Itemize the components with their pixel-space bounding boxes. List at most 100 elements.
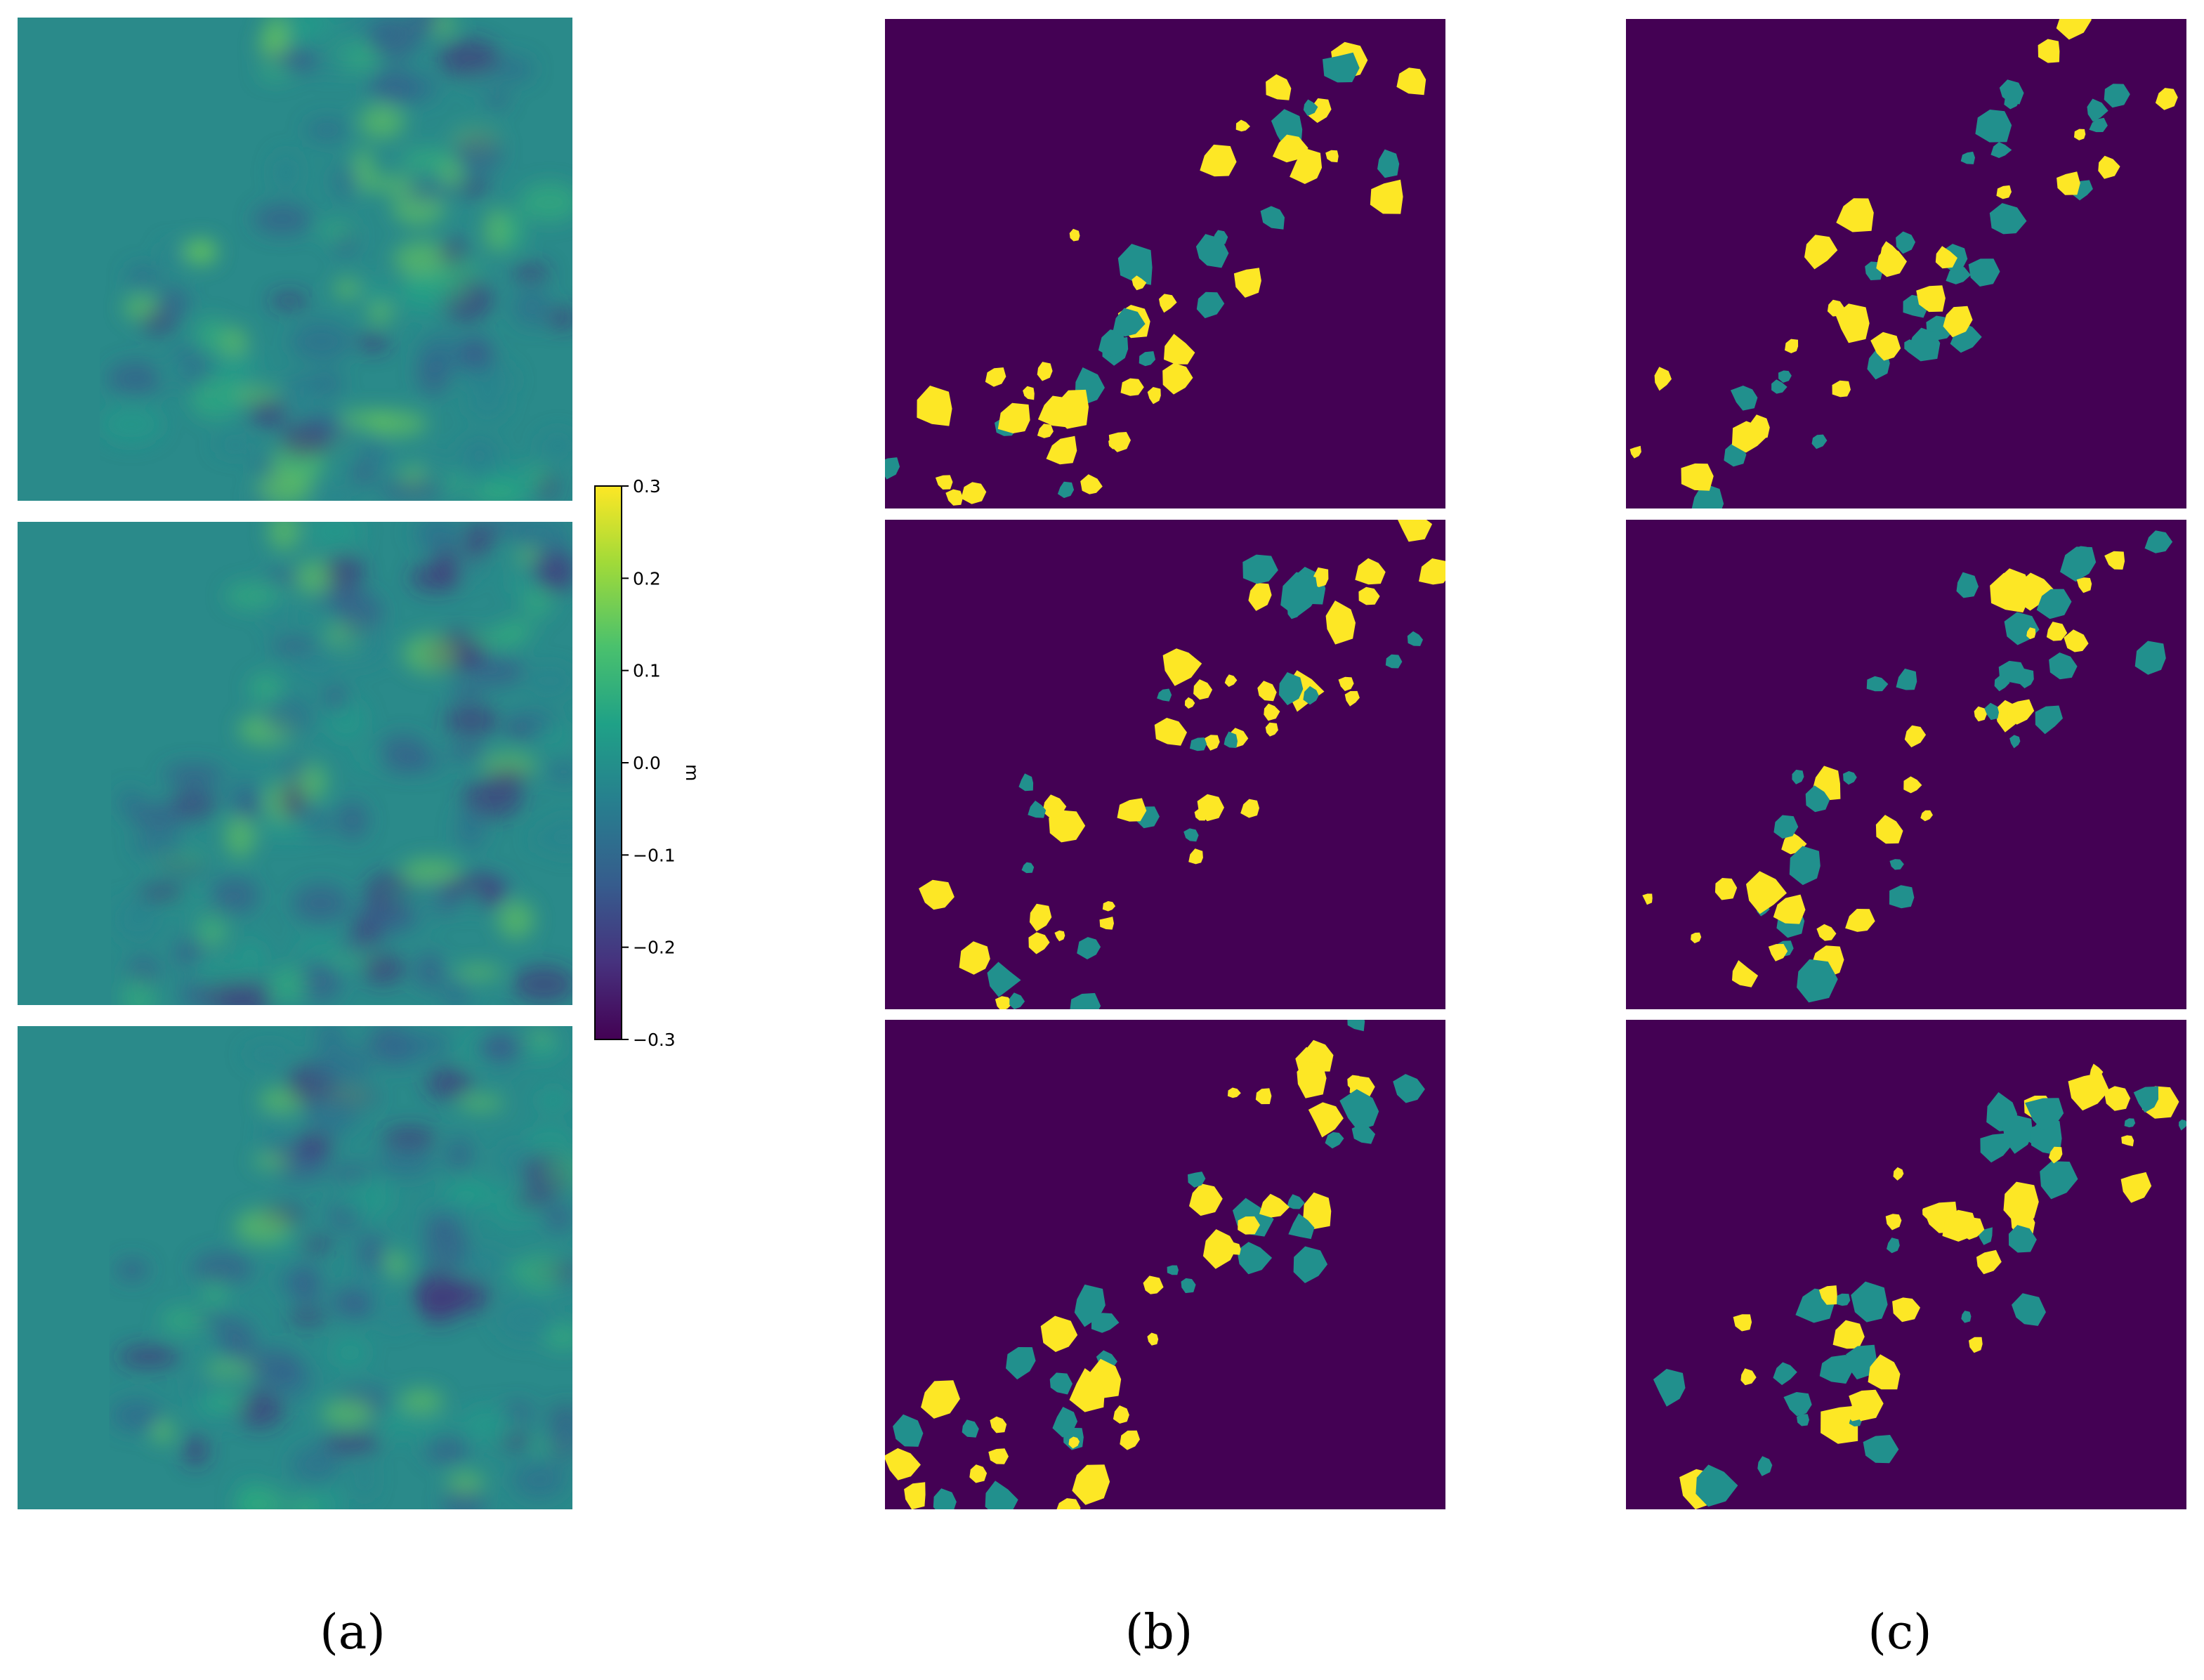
segment-blob [997, 402, 1030, 433]
segment-blob [1695, 1464, 1738, 1507]
texture-spot [130, 803, 188, 830]
texture-spot [446, 1471, 485, 1494]
segment-blob [1783, 1392, 1812, 1417]
segment-blob [2089, 117, 2108, 133]
texture-spot [361, 953, 405, 985]
texture-spot [499, 210, 525, 252]
segment-blob [2060, 546, 2097, 582]
segment-blob [1974, 706, 1987, 722]
texture-spot [263, 570, 304, 584]
texture-spot [318, 370, 343, 397]
segment-blob [1323, 52, 1360, 83]
texture-spot [518, 183, 572, 222]
texture-spot [402, 634, 458, 674]
texture-spot [268, 522, 301, 551]
texture-spot [395, 274, 448, 317]
colorbar-gradient [594, 485, 622, 1040]
segment-blob [2120, 1172, 2152, 1203]
panel-b-row-1 [885, 19, 1445, 508]
texture-spot [278, 782, 308, 819]
segment-blob [1654, 367, 1672, 391]
segment-blob [1069, 228, 1080, 242]
segment-blob [1098, 329, 1126, 357]
texture-spot [542, 818, 572, 855]
segment-blob [1184, 697, 1195, 709]
segmentation-c2 [1626, 520, 2186, 1009]
segment-blob [1188, 1172, 1206, 1188]
segment-blob [1851, 1281, 1888, 1323]
segment-blob [1811, 434, 1828, 449]
texture-spot [438, 38, 500, 78]
segment-blob [1205, 735, 1220, 751]
segment-blob [1819, 1355, 1854, 1384]
segment-blob [1757, 1456, 1773, 1476]
height-map-a1 [18, 18, 572, 501]
texture-spot [545, 761, 572, 783]
texture-spot [259, 820, 313, 839]
texture-spot [423, 1214, 461, 1234]
segment-blob [1942, 1209, 1978, 1242]
panel-c-row-3 [1626, 1020, 2186, 1509]
segment-blob [1816, 924, 1837, 941]
segment-blob [2046, 622, 2068, 641]
segment-blob [2134, 641, 2166, 675]
texture-spot [460, 1406, 516, 1445]
texture-spot [235, 938, 265, 983]
segment-blob [1099, 917, 1114, 930]
segment-blob [1049, 1372, 1073, 1395]
segment-blob [2104, 1086, 2131, 1111]
texture-spot [380, 73, 440, 104]
segment-blob [1731, 421, 1768, 453]
texture-spot [290, 1445, 342, 1484]
segment-blob [1653, 1369, 1686, 1407]
segment-blob [904, 1482, 926, 1509]
segment-blob [1259, 1193, 1290, 1218]
texture-spot [258, 30, 290, 60]
texture-spot [212, 353, 261, 380]
texture-spot [400, 148, 456, 173]
segment-blob [1866, 676, 1889, 692]
texture-spot [162, 763, 225, 787]
segment-blob [1029, 903, 1052, 932]
texture-spot [332, 1337, 369, 1369]
texture-spot [467, 389, 509, 421]
segment-blob [1167, 1265, 1179, 1275]
segment-blob [1338, 676, 1354, 691]
texture-spot [225, 582, 283, 610]
segment-blob [2025, 1098, 2064, 1131]
segment-blob [1903, 776, 1922, 794]
segment-blob [1889, 859, 1904, 870]
segment-blob [1792, 769, 1804, 785]
segment-blob [1393, 1074, 1425, 1103]
segment-blob [2074, 129, 2086, 140]
panel-b-row-3 [885, 1020, 1445, 1509]
texture-spot [424, 1432, 470, 1464]
texture-spot [158, 362, 186, 381]
texture-spot [441, 976, 471, 1005]
texture-spot [244, 1044, 295, 1065]
texture-spot [487, 766, 530, 787]
texture-spot [126, 264, 159, 289]
texture-spot [339, 1177, 394, 1220]
texture-spot [462, 777, 523, 819]
texture-spot [294, 1264, 322, 1306]
texture-spot [470, 483, 523, 501]
segment-blob [2090, 1063, 2104, 1080]
colorbar-tick-label: −0.3 [633, 1030, 676, 1050]
segment-blob [1264, 703, 1280, 721]
texture-spot [452, 1180, 499, 1206]
segment-blob [1195, 234, 1229, 268]
segment-blob [1740, 1368, 1757, 1386]
segment-blob [1922, 1207, 1936, 1219]
segment-blob [1224, 674, 1238, 687]
texture-spot [220, 326, 248, 358]
segment-blob [1091, 1313, 1120, 1333]
segment-blob [1999, 79, 2024, 105]
segment-blob [2057, 171, 2080, 195]
segment-blob [1836, 198, 1874, 232]
segment-blob [1846, 1405, 1863, 1422]
segment-blob [2007, 699, 2035, 725]
segment-blob [2038, 39, 2060, 63]
segment-blob [1287, 1194, 1305, 1209]
texture-spot [161, 1307, 209, 1334]
